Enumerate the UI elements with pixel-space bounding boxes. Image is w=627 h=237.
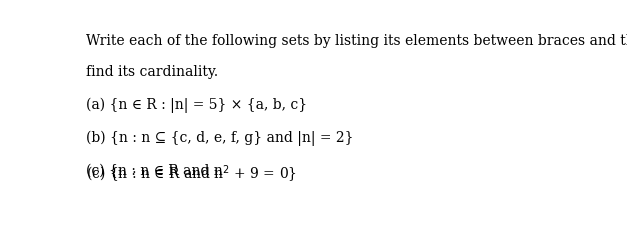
Text: (a) {n ∈ R : |n| = 5} × {a, b, c}: (a) {n ∈ R : |n| = 5} × {a, b, c} [86,98,307,113]
Text: (b) {n : n ⊆ {c, d, e, f, g} and |n| = 2}: (b) {n : n ⊆ {c, d, e, f, g} and |n| = 2… [86,131,353,146]
Text: (c) {n : n ∈ R and n$^2$ + 9 = 0}: (c) {n : n ∈ R and n$^2$ + 9 = 0} [86,164,297,185]
Text: find its cardinality.: find its cardinality. [86,65,218,79]
Text: (c) {n : n ∈ R and n: (c) {n : n ∈ R and n [86,164,223,178]
Text: Write each of the following sets by listing its elements between braces and then: Write each of the following sets by list… [86,34,627,48]
